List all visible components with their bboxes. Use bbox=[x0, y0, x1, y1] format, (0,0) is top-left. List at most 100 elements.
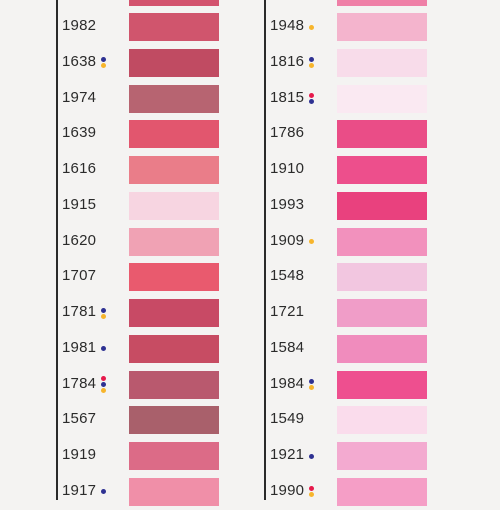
color-code-label: 1781 bbox=[62, 303, 97, 320]
color-code-label: 1990 bbox=[270, 481, 305, 499]
yellow-dot-icon bbox=[101, 388, 106, 393]
thread-color-row: 1815 bbox=[270, 81, 470, 117]
thread-color-row: 1816 bbox=[270, 45, 470, 81]
thread-color-row: 1910 bbox=[270, 152, 470, 188]
color-swatch bbox=[129, 370, 219, 399]
yellow-dot-icon bbox=[309, 239, 314, 244]
color-swatch bbox=[129, 120, 219, 149]
color-code-label: 1707 bbox=[62, 267, 97, 285]
color-swatch bbox=[129, 191, 219, 220]
color-swatch bbox=[129, 48, 219, 77]
thread-color-row: 1982 bbox=[62, 9, 262, 45]
marker-dots bbox=[308, 45, 316, 81]
blue-dot-icon bbox=[309, 57, 314, 63]
thread-color-row: 1620 bbox=[62, 224, 262, 260]
color-code-label: 1993 bbox=[270, 195, 305, 213]
marker-dots bbox=[308, 474, 316, 510]
marker-dots bbox=[100, 474, 108, 510]
yellow-dot-icon bbox=[309, 63, 314, 69]
thread-color-row: 1981 bbox=[62, 331, 262, 367]
color-swatch bbox=[129, 406, 219, 435]
color-column-right: 1948 1816 1815 1786 1910 1993 1909 1548 1721 1584… bbox=[270, 0, 470, 506]
marker-dots bbox=[100, 367, 108, 403]
thread-color-row: 1721 bbox=[270, 295, 470, 331]
color-swatch bbox=[337, 370, 427, 399]
color-swatch bbox=[337, 156, 427, 184]
color-code-label: 1915 bbox=[62, 195, 97, 213]
color-code-label: 1815 bbox=[270, 88, 305, 106]
blue-dot-icon bbox=[309, 99, 314, 104]
color-code-label: 1638 bbox=[62, 52, 97, 70]
color-swatch bbox=[337, 120, 427, 149]
color-swatch bbox=[129, 477, 219, 506]
thread-color-row: 1784 bbox=[62, 367, 262, 403]
color-code-label: 1919 bbox=[62, 446, 97, 463]
color-column-left: 1982 1638 1974 1639 1616 1915 1620 1707 1781 1981… bbox=[62, 0, 262, 506]
red-dot-icon bbox=[309, 93, 314, 98]
thread-color-row: 1919 bbox=[62, 438, 262, 474]
color-code-label: 1548 bbox=[270, 267, 305, 285]
thread-color-row: 1974 bbox=[62, 81, 262, 117]
color-swatch bbox=[337, 406, 427, 435]
color-swatch bbox=[129, 442, 219, 470]
color-code-label: 1910 bbox=[270, 160, 305, 177]
color-code-label: 1549 bbox=[270, 410, 305, 428]
color-code-label: 1921 bbox=[270, 446, 305, 463]
blue-dot-icon bbox=[101, 382, 106, 387]
marker-dots bbox=[100, 45, 108, 81]
thread-color-row: 1921 bbox=[270, 438, 470, 474]
color-code-label: 1639 bbox=[62, 124, 97, 142]
marker-dots bbox=[308, 224, 316, 260]
color-swatch bbox=[129, 156, 219, 184]
blue-dot-icon bbox=[309, 453, 314, 459]
left-divider-line bbox=[56, 0, 58, 500]
color-code-label: 1917 bbox=[62, 481, 97, 499]
color-code-label: 1567 bbox=[62, 410, 97, 428]
marker-dots bbox=[308, 9, 316, 45]
blue-dot-icon bbox=[309, 379, 314, 384]
color-swatch bbox=[129, 13, 219, 41]
color-code-label: 1948 bbox=[270, 17, 305, 34]
red-dot-icon bbox=[309, 486, 314, 492]
yellow-dot-icon bbox=[101, 63, 106, 69]
color-code-label: 1784 bbox=[62, 374, 97, 392]
blue-dot-icon bbox=[101, 346, 106, 352]
thread-color-row: 1993 bbox=[270, 188, 470, 224]
thread-color-row: 1786 bbox=[270, 116, 470, 152]
color-swatch bbox=[129, 84, 219, 113]
thread-color-row: 1915 bbox=[62, 188, 262, 224]
marker-dots bbox=[308, 438, 316, 474]
thread-color-row: 1638 bbox=[62, 45, 262, 81]
blue-dot-icon bbox=[101, 57, 106, 63]
color-code-label: 1584 bbox=[270, 338, 305, 356]
color-swatch bbox=[129, 299, 219, 327]
thread-color-row: 1548 bbox=[270, 259, 470, 295]
color-swatch bbox=[129, 334, 219, 363]
thread-color-row: 1917 bbox=[62, 474, 262, 510]
color-code-label: 1721 bbox=[270, 303, 305, 320]
thread-color-row: 1584 bbox=[270, 331, 470, 367]
color-code-label: 1786 bbox=[270, 124, 305, 142]
color-swatch bbox=[337, 191, 427, 220]
color-swatch bbox=[337, 263, 427, 292]
color-swatch-partial bbox=[337, 0, 427, 6]
color-code-label: 1816 bbox=[270, 52, 305, 70]
yellow-dot-icon bbox=[309, 24, 314, 30]
color-swatch bbox=[337, 48, 427, 77]
yellow-dot-icon bbox=[101, 313, 106, 319]
thread-color-row: 1707 bbox=[62, 259, 262, 295]
thread-color-row: 1984 bbox=[270, 367, 470, 403]
color-swatch bbox=[337, 299, 427, 327]
thread-color-row: 1567 bbox=[62, 402, 262, 438]
marker-dots bbox=[308, 81, 316, 117]
marker-dots bbox=[308, 367, 316, 403]
yellow-dot-icon bbox=[309, 385, 314, 390]
thread-color-row: 1948 bbox=[270, 9, 470, 45]
color-code-label: 1620 bbox=[62, 231, 97, 249]
color-swatch bbox=[129, 227, 219, 256]
color-code-label: 1974 bbox=[62, 88, 97, 106]
thread-color-row: 1616 bbox=[62, 152, 262, 188]
thread-color-row: 1549 bbox=[270, 402, 470, 438]
red-dot-icon bbox=[101, 376, 106, 381]
color-code-label: 1984 bbox=[270, 374, 305, 392]
